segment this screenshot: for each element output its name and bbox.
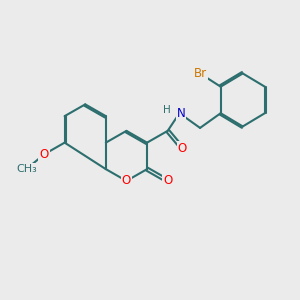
Text: CH₃: CH₃ xyxy=(16,164,37,174)
Text: H: H xyxy=(163,105,171,115)
Text: O: O xyxy=(178,142,187,155)
Text: Br: Br xyxy=(194,67,207,80)
Text: O: O xyxy=(163,174,172,188)
Text: O: O xyxy=(39,148,49,161)
Text: N: N xyxy=(176,107,185,120)
Text: O: O xyxy=(122,174,131,188)
